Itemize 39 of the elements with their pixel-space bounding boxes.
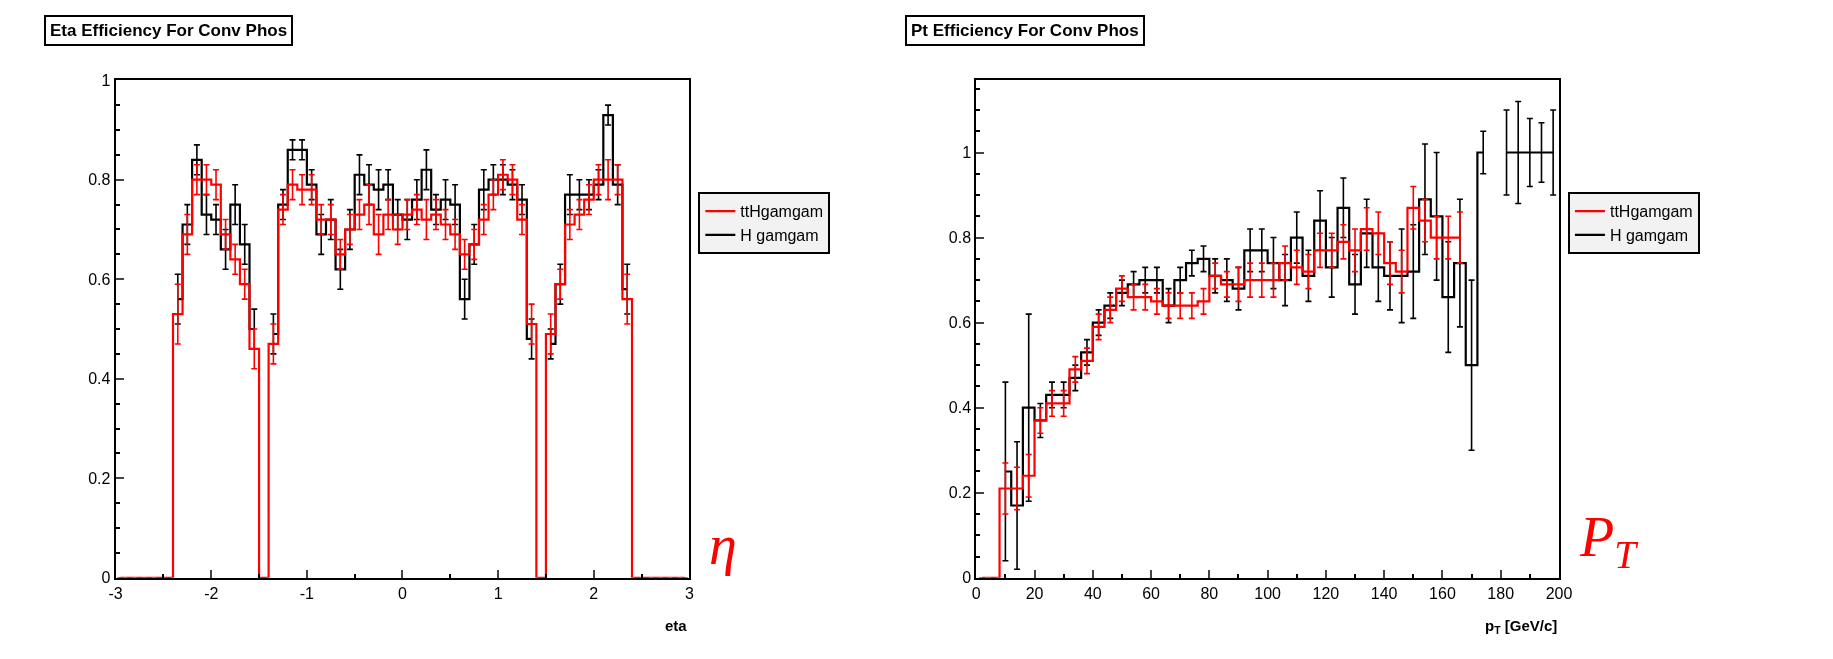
x-tick-label: 160	[1429, 585, 1456, 602]
y-tick-label: 0.4	[948, 399, 972, 417]
y-tick-label: 0.2	[88, 469, 111, 487]
x-tick-label: 0	[398, 585, 408, 602]
y-tick-label: 0.2	[948, 484, 972, 502]
text: η	[709, 514, 737, 576]
legend-label: H gamgam	[740, 227, 819, 245]
x-tick-label: -3	[108, 585, 123, 602]
x-tick-label: 20	[1025, 585, 1044, 602]
legend-label: ttHgamgam	[740, 203, 824, 221]
legend-label: ttHgamgam	[1609, 203, 1693, 221]
y-tick-label: 0.8	[88, 171, 111, 189]
chart-title: Eta Efficiency For Conv Phos	[50, 21, 288, 40]
x-tick-label: 1	[493, 585, 503, 602]
y-tick-label: 0	[101, 569, 111, 587]
y-tick-label: 0	[962, 569, 972, 587]
text: P$_{T}$	[1579, 506, 1640, 576]
y-tick-label: 1	[101, 71, 111, 89]
x-tick-label: 200	[1545, 585, 1573, 602]
x-tick-label: 180	[1487, 585, 1515, 602]
y-tick-label: 0.8	[948, 229, 972, 247]
x-tick-label: 40	[1083, 585, 1102, 602]
chart-title: Pt Efficiency For Conv Phos	[911, 21, 1139, 40]
y-tick-label: 0.4	[88, 370, 111, 388]
x-tick-label: 3	[684, 585, 694, 602]
x-tick-label: -2	[204, 585, 219, 602]
x-tick-label: -1	[299, 585, 315, 602]
legend-label: H gamgam	[1609, 227, 1689, 245]
y-tick-label: 1	[962, 144, 972, 162]
x-tick-label: 120	[1312, 585, 1340, 602]
x-tick-label: 2	[589, 585, 599, 602]
x-tick-label: 140	[1370, 585, 1398, 602]
x-tick-label: 80	[1200, 585, 1219, 602]
x-axis-title: eta	[665, 617, 688, 634]
y-tick-label: 0.6	[88, 270, 111, 288]
y-tick-label: 0.6	[948, 314, 972, 332]
x-tick-label: 100	[1254, 585, 1282, 602]
x-tick-label: 60	[1142, 585, 1161, 602]
x-axis-title: p$_{T}$ [GeV/c]	[1485, 617, 1558, 637]
